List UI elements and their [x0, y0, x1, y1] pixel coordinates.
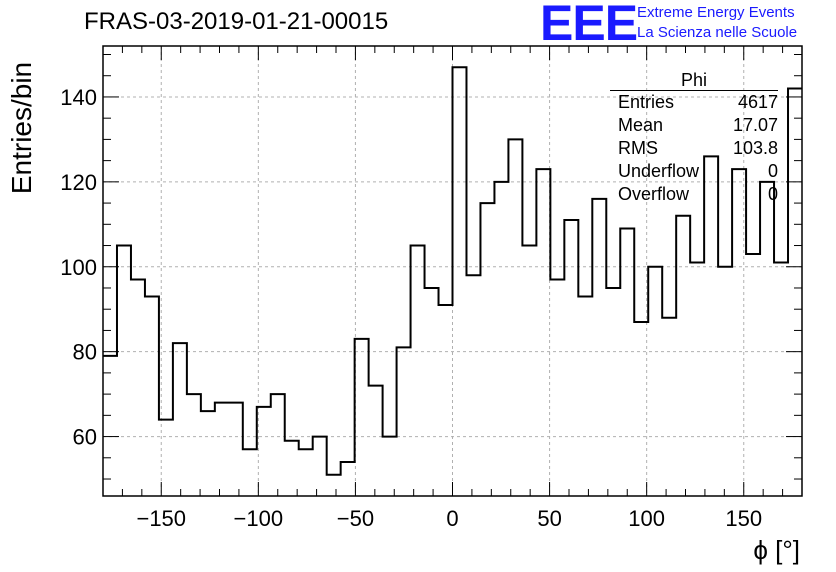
- stats-value: 17.07: [732, 115, 778, 135]
- stats-label: Underflow: [618, 161, 700, 181]
- stats-label: Mean: [618, 115, 664, 135]
- stats-label: Entries: [618, 92, 675, 112]
- x-tick-label: 100: [628, 506, 665, 531]
- stats-label: RMS: [618, 138, 658, 158]
- stats-row-underflow: Underflow 0: [610, 160, 778, 183]
- x-tick-label: −100: [234, 506, 284, 531]
- chart-title: FRAS-03-2019-01-21-00015: [84, 8, 389, 35]
- x-tick-label: 50: [537, 506, 561, 531]
- y-axis-label: Entries/bin: [6, 61, 37, 195]
- y-tick-label: 80: [73, 340, 97, 365]
- stats-box: Phi Entries 4617 Mean 17.07 RMS 103.8 Un…: [610, 70, 778, 206]
- y-tick-label: 60: [73, 425, 97, 450]
- stats-value: 4617: [737, 92, 778, 112]
- y-tick-label: 120: [60, 170, 97, 195]
- stats-row-mean: Mean 17.07: [610, 114, 778, 137]
- x-tick-label: −50: [337, 506, 374, 531]
- stats-value: 0: [767, 161, 778, 181]
- stats-row-overflow: Overflow 0: [610, 183, 778, 206]
- x-tick-label: 150: [725, 506, 762, 531]
- y-tick-label: 140: [60, 85, 97, 110]
- brand-line-2: La Scienza nelle Scuole: [637, 24, 798, 41]
- stats-row-rms: RMS 103.8: [610, 137, 778, 160]
- brand-line-1: Extreme Energy Events: [637, 4, 795, 21]
- stats-value: 103.8: [732, 138, 778, 158]
- histogram-line: [103, 66, 802, 476]
- stats-label: Overflow: [618, 184, 690, 204]
- stats-row-entries: Entries 4617: [610, 91, 778, 114]
- y-tick-label: 100: [60, 255, 97, 280]
- eee-logo: EEE: [540, 0, 638, 51]
- stats-value: 0: [767, 184, 778, 204]
- x-tick-label: 0: [446, 506, 458, 531]
- x-axis-label: ϕ [°]: [753, 535, 800, 565]
- x-tick-label: −150: [136, 506, 186, 531]
- stats-title: Phi: [610, 70, 778, 91]
